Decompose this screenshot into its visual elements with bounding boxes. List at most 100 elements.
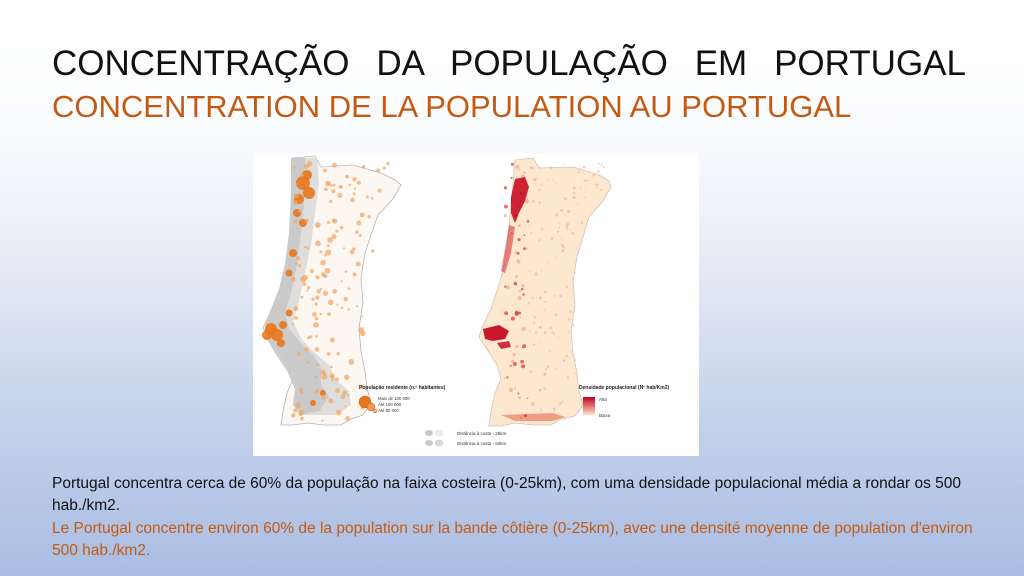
legend-high: Alta xyxy=(599,397,607,402)
population-marker xyxy=(526,397,528,399)
population-marker xyxy=(602,165,605,169)
population-marker xyxy=(518,311,522,315)
setubal-hotspot xyxy=(497,341,511,349)
population-marker xyxy=(340,394,346,400)
population-marker xyxy=(527,396,530,398)
population-marker xyxy=(566,376,570,379)
population-marker xyxy=(330,184,333,187)
population-marker xyxy=(352,176,357,182)
population-marker xyxy=(308,335,313,339)
population-marker xyxy=(262,330,272,340)
population-marker xyxy=(325,249,332,256)
population-marker xyxy=(534,272,538,276)
population-marker xyxy=(327,312,331,317)
population-marker xyxy=(326,351,331,356)
population-marker xyxy=(574,372,576,375)
population-marker xyxy=(520,287,524,291)
population-marker xyxy=(572,323,575,327)
population-marker xyxy=(337,192,343,198)
population-marker xyxy=(315,240,321,247)
population-marker xyxy=(551,331,554,334)
population-markers xyxy=(262,161,390,422)
population-marker xyxy=(522,344,527,349)
population-marker xyxy=(521,326,526,332)
population-marker xyxy=(584,196,586,199)
population-marker xyxy=(540,183,543,186)
population-marker xyxy=(533,215,536,217)
population-marker xyxy=(563,196,566,199)
population-marker xyxy=(293,306,299,311)
population-marker xyxy=(338,184,343,189)
population-marker xyxy=(323,290,329,296)
population-marker xyxy=(331,189,336,194)
distance-25km-swatch-a xyxy=(425,430,433,436)
population-marker xyxy=(585,185,587,187)
population-marker xyxy=(298,264,302,268)
population-marker xyxy=(342,247,346,250)
population-marker xyxy=(535,177,538,180)
left-map-legend: População residente (n.º habitantes) Mai… xyxy=(358,385,446,414)
population-marker xyxy=(584,179,587,182)
population-marker xyxy=(512,352,516,357)
slide-title-fr: CONCENTRATION DE LA POPULATION AU PORTUG… xyxy=(52,89,852,124)
population-marker xyxy=(549,326,552,330)
population-marker xyxy=(600,163,603,167)
population-marker xyxy=(562,359,566,363)
population-marker xyxy=(517,295,522,301)
population-marker xyxy=(348,183,352,187)
population-marker xyxy=(336,351,340,356)
population-marker xyxy=(527,301,531,305)
population-marker xyxy=(336,303,339,306)
population-marker xyxy=(520,359,524,364)
population-marker xyxy=(586,179,589,182)
population-marker xyxy=(577,171,580,174)
population-marker xyxy=(543,309,546,311)
population-marker xyxy=(313,322,319,328)
population-marker xyxy=(339,225,344,230)
population-marker xyxy=(561,400,564,403)
population-marker xyxy=(324,267,331,274)
population-marker xyxy=(579,186,582,189)
population-marker xyxy=(329,373,335,379)
population-marker xyxy=(296,256,301,261)
population-marker xyxy=(315,335,318,338)
population-marker xyxy=(314,302,318,306)
population-marker xyxy=(332,218,338,224)
population-marker xyxy=(370,196,374,200)
legend-low: Baixa xyxy=(599,413,611,418)
population-marker xyxy=(589,170,591,172)
algarve-strip xyxy=(501,413,565,421)
population-marker xyxy=(359,212,365,218)
population-marker xyxy=(360,330,366,337)
population-marker xyxy=(323,187,328,192)
population-marker xyxy=(382,166,386,170)
population-marker xyxy=(294,316,298,320)
population-marker xyxy=(521,346,523,349)
population-marker xyxy=(552,407,556,411)
legend-item-1: Mais de 100 000 xyxy=(378,396,410,401)
population-marker xyxy=(531,296,534,300)
legend-item-3: Até 50 000 xyxy=(378,408,399,413)
population-marker xyxy=(538,239,541,242)
population-marker xyxy=(533,343,536,346)
population-marker xyxy=(577,203,580,206)
population-marker xyxy=(573,359,577,362)
population-marker xyxy=(567,318,571,321)
population-marker xyxy=(344,374,350,381)
population-marker xyxy=(331,378,334,382)
population-marker xyxy=(563,163,565,165)
distance-legend: Distância à costa - 25km Distância à cos… xyxy=(425,429,507,447)
population-marker xyxy=(526,220,530,223)
population-marker xyxy=(544,300,547,303)
coastal-band-25km xyxy=(265,158,329,415)
body-text-pt: Portugal concentra cerca de 60% da popul… xyxy=(52,475,962,514)
population-marker xyxy=(293,219,298,224)
population-marker xyxy=(277,339,285,347)
population-marker xyxy=(290,276,296,282)
population-marker xyxy=(523,234,526,237)
population-marker xyxy=(352,192,356,196)
population-marker xyxy=(544,368,548,371)
population-marker xyxy=(307,285,311,290)
population-marker xyxy=(348,358,355,365)
population-marker xyxy=(347,394,350,397)
